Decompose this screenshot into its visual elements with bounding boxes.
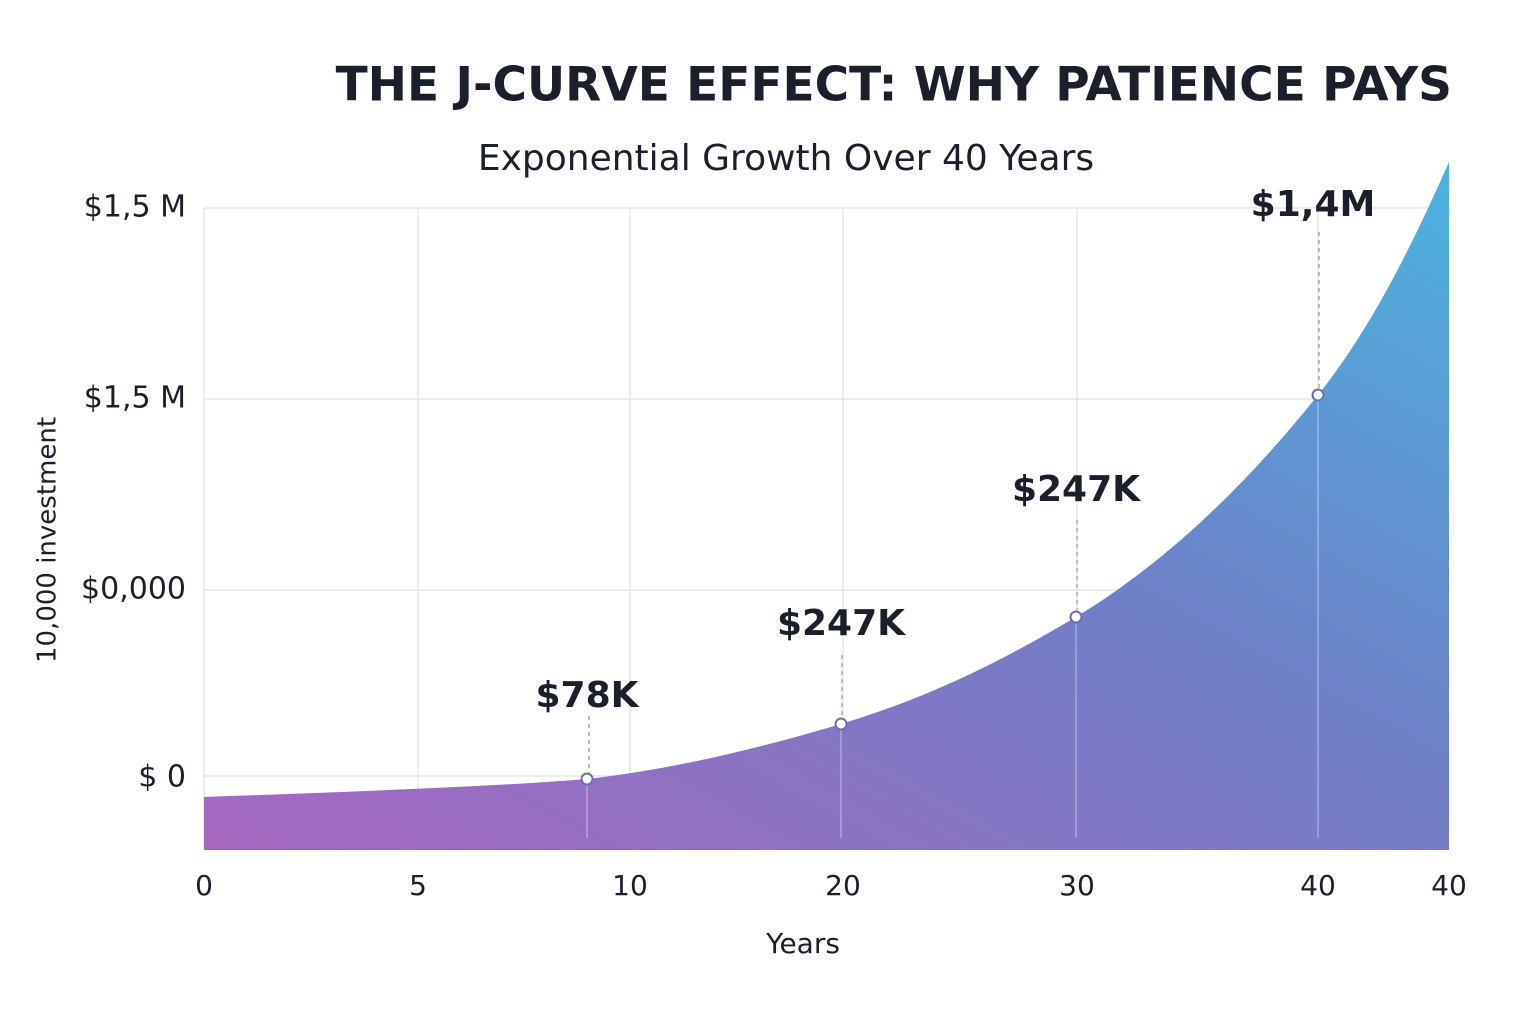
x-tick-label: 10 — [612, 869, 648, 902]
drop-lines — [586, 399, 1319, 838]
y-tick-label: $0,000 — [81, 572, 186, 607]
y-axis-title: 10,000 investment — [33, 417, 63, 663]
value-annotation: $1,4M — [1251, 184, 1376, 225]
x-axis-title: Years — [765, 927, 840, 960]
leader-lines — [588, 232, 1320, 773]
x-tick-label: 20 — [825, 869, 861, 902]
markers — [580, 388, 1325, 786]
point-marker — [834, 717, 848, 731]
point-marker — [1311, 388, 1325, 402]
point-marker — [580, 772, 594, 786]
value-annotation: $78K — [535, 675, 639, 716]
growth-area — [204, 162, 1449, 850]
x-tick-label: 40 — [1300, 869, 1336, 902]
point-marker — [1069, 610, 1083, 624]
value-annotation: $247K — [1012, 469, 1141, 510]
chart-title: THE J-CURVE EFFECT: WHY PATIENCE PAYS — [336, 58, 1452, 113]
y-tick-label: $ 0 — [138, 760, 186, 795]
x-tick-label: 30 — [1059, 869, 1095, 902]
y-tick-label: $1,5 M — [84, 381, 186, 416]
y-tick-label: $1,5 M — [84, 190, 186, 225]
x-tick-label: 5 — [409, 869, 427, 902]
x-tick-label: 40 — [1431, 869, 1467, 902]
chart-subtitle: Exponential Growth Over 40 Years — [478, 138, 1094, 179]
value-annotation: $247K — [777, 603, 906, 644]
x-tick-label: 0 — [195, 869, 213, 902]
